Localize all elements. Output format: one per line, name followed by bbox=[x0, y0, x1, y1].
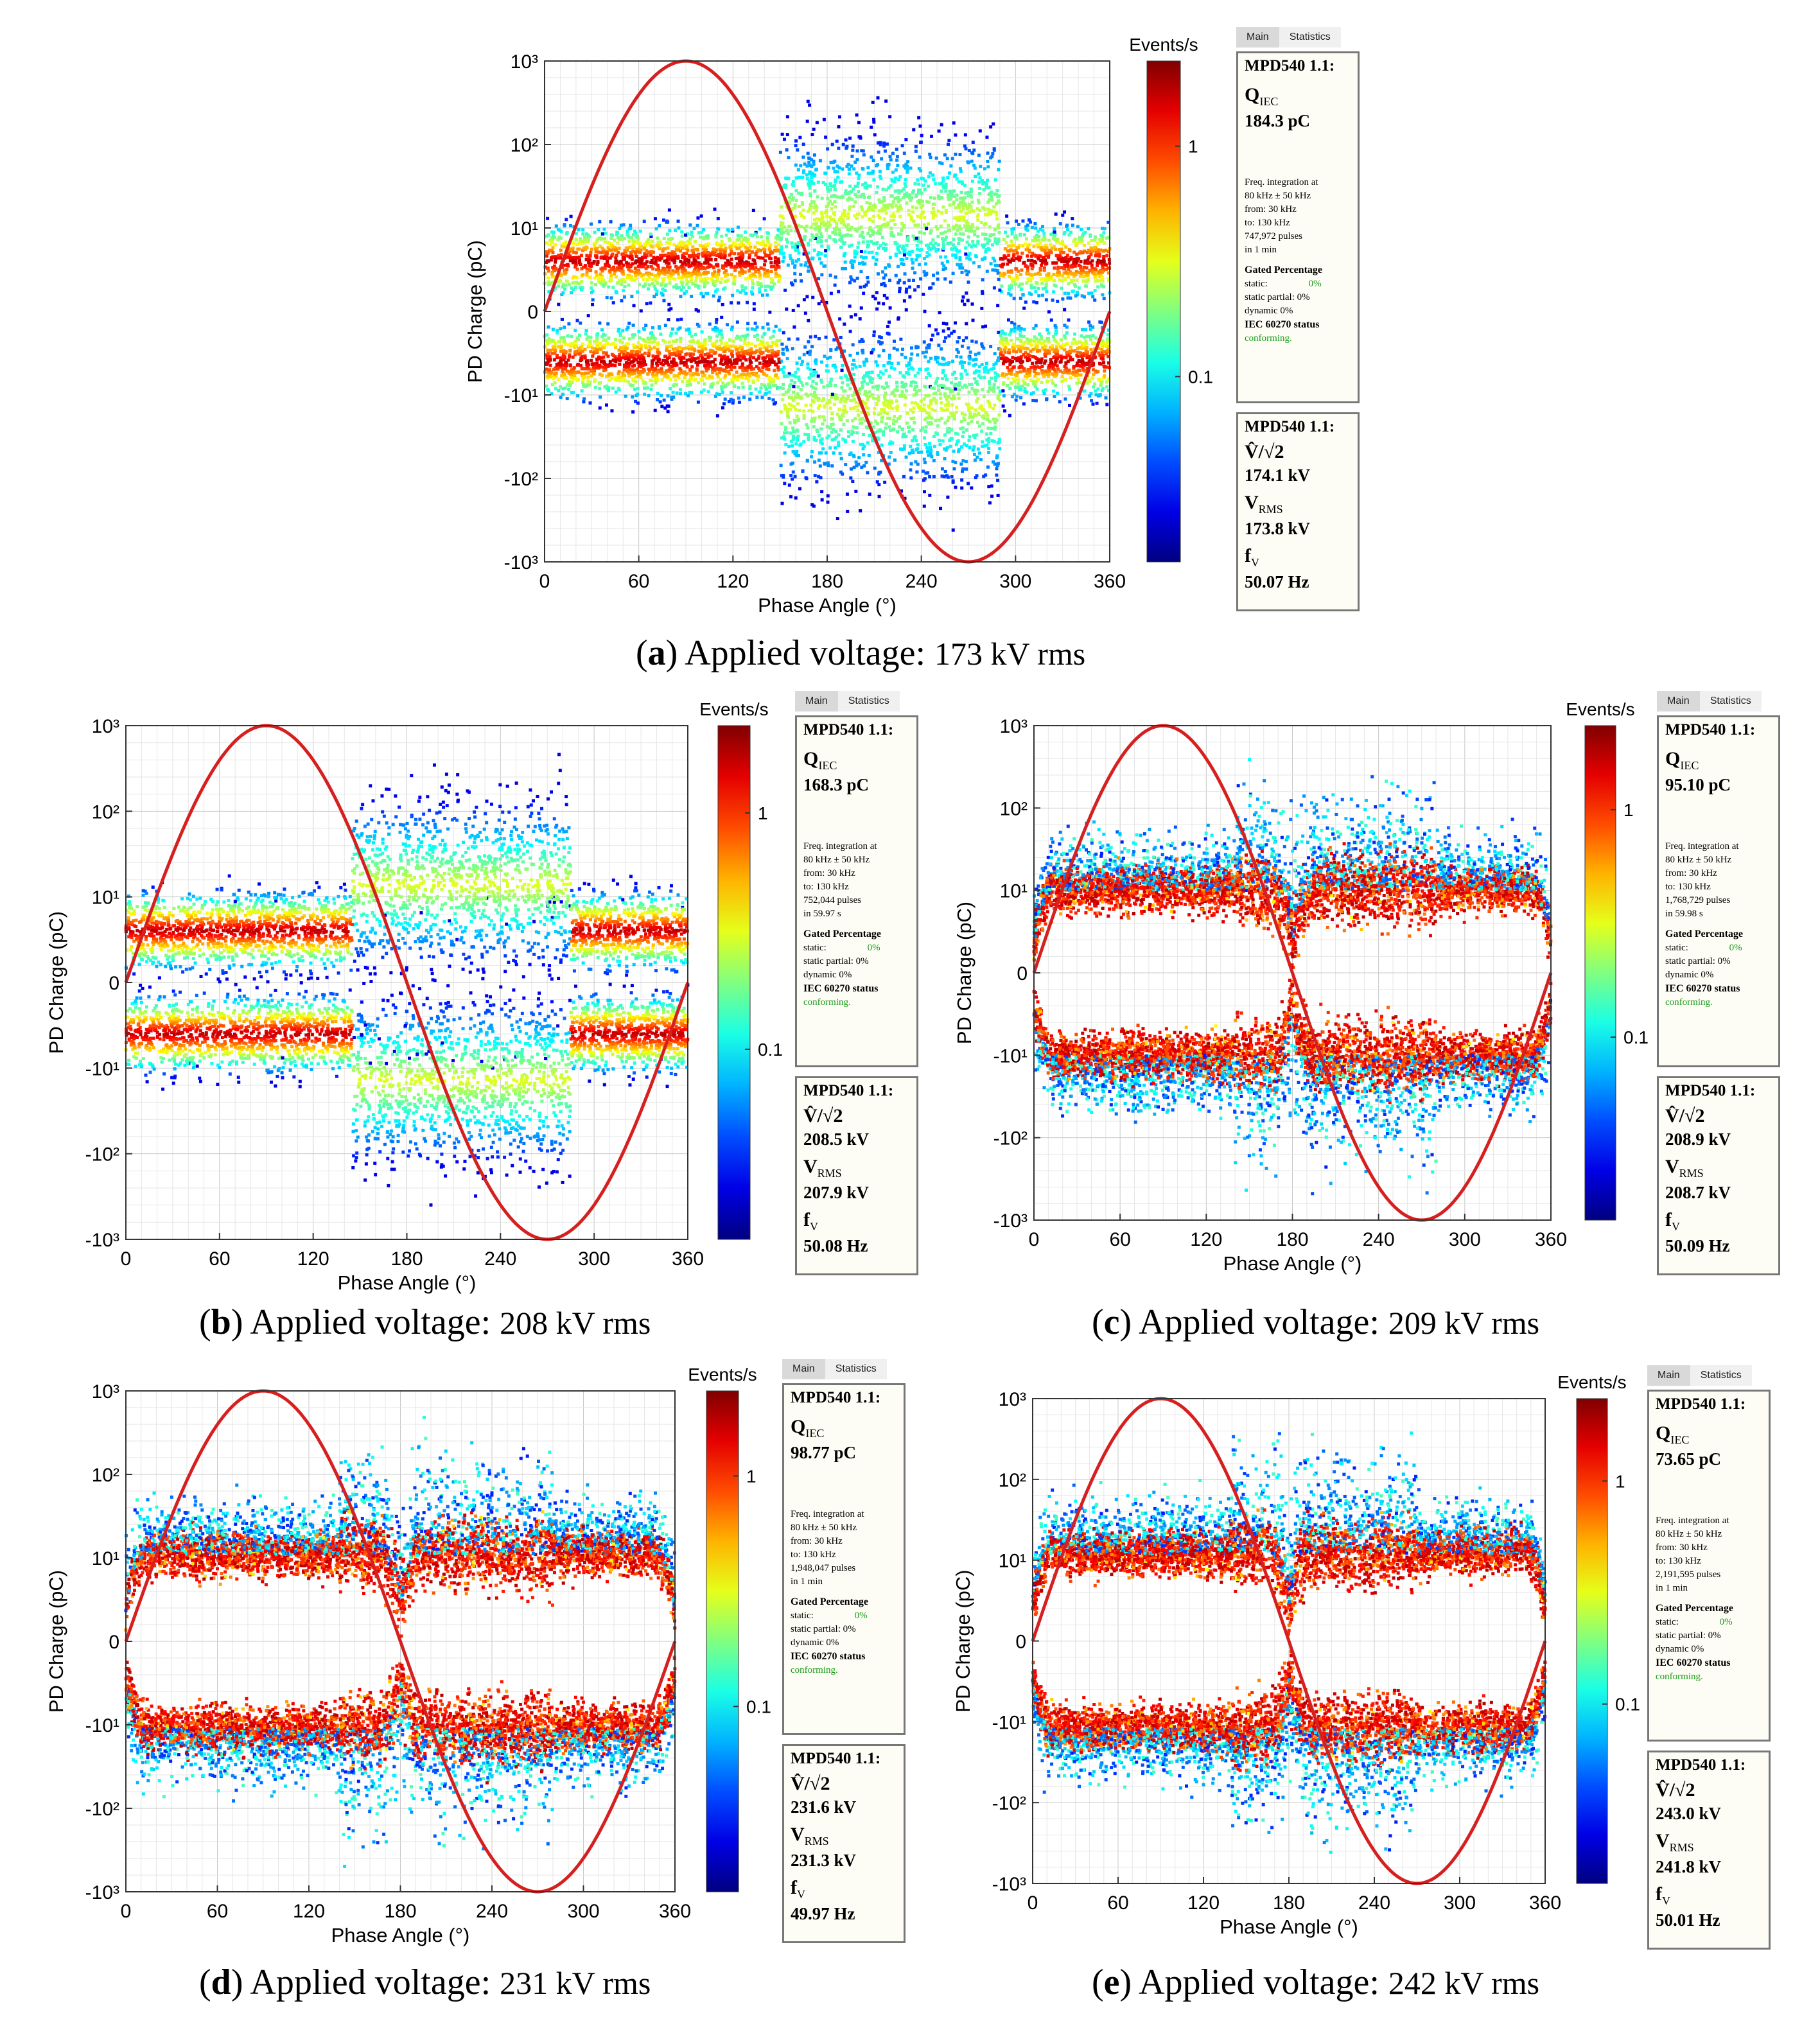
x-tick-label: 300 bbox=[999, 571, 1031, 592]
iec-status-title: IEC 60270 status bbox=[1656, 1656, 1762, 1670]
qiec-info-box: MPD540 1.1: QIEC 73.65 pC Freq. integration… bbox=[1647, 1390, 1771, 1742]
x-tick-label: 180 bbox=[811, 571, 843, 592]
static-line: static: 0% bbox=[1656, 1616, 1762, 1629]
dynamic-line: dynamic 0% bbox=[1656, 1643, 1762, 1656]
y-tick-label: 10³ bbox=[999, 1389, 1026, 1410]
vrms-label: VRMS bbox=[1656, 1830, 1762, 1855]
y-tick-label: 0 bbox=[1015, 1632, 1026, 1653]
y-tick-label: 10³ bbox=[511, 51, 538, 73]
x-tick-label: 60 bbox=[1107, 1892, 1128, 1914]
qiec-value: 73.65 pC bbox=[1656, 1449, 1762, 1469]
y-tick-label: -10³ bbox=[504, 552, 538, 573]
caption-e: (e) Applied voltage: 242 kV rms bbox=[1092, 1962, 1539, 2003]
x-axis-label: Phase Angle (°) bbox=[1220, 1916, 1358, 1938]
pulse-count: 2,191,595 pulses bbox=[1656, 1568, 1762, 1582]
x-tick-label: 180 bbox=[1273, 1892, 1305, 1914]
voltage-info-box: MPD540 1.1: V̂/√2 243.0 kV VRMS 241.8 kV fV 50… bbox=[1647, 1751, 1771, 1950]
fv-label: fV bbox=[1656, 1883, 1762, 1908]
y-tick-label: -10³ bbox=[992, 1874, 1026, 1895]
y-tick-label: -10² bbox=[504, 469, 538, 490]
x-tick-label: 300 bbox=[1444, 1892, 1476, 1914]
x-tick-label: 120 bbox=[717, 571, 749, 592]
x-tick-label: 360 bbox=[1529, 1892, 1561, 1914]
vhat-label: V̂/√2 bbox=[1656, 1779, 1762, 1801]
static-partial-line: static partial: 0% bbox=[1656, 1629, 1762, 1643]
freq-text: from: 30 kHz bbox=[1656, 1541, 1762, 1555]
x-tick-label: 0 bbox=[539, 571, 550, 592]
y-tick-label: -10¹ bbox=[504, 385, 538, 406]
x-tick-label: 240 bbox=[1358, 1892, 1390, 1914]
freq-text: 80 kHz ± 50 kHz bbox=[1656, 1528, 1762, 1541]
colorbar-tick-label: 0.1 bbox=[1615, 1695, 1640, 1715]
y-tick-label: 10² bbox=[511, 135, 538, 156]
y-tick-label: 0 bbox=[527, 302, 538, 323]
duration: in 1 min bbox=[1656, 1582, 1762, 1595]
x-axis-label: Phase Angle (°) bbox=[758, 594, 897, 616]
x-tick-label: 60 bbox=[628, 571, 649, 592]
x-tick-label: 0 bbox=[1028, 1892, 1038, 1914]
tab-main[interactable]: Main bbox=[1647, 1365, 1690, 1386]
freq-text: to: 130 kHz bbox=[1656, 1555, 1762, 1568]
tab-bar: Main Statistics bbox=[1647, 1365, 1752, 1386]
qiec-label: QIEC bbox=[1656, 1422, 1762, 1447]
x-tick-label: 120 bbox=[1187, 1892, 1220, 1914]
grid bbox=[545, 61, 1110, 562]
y-tick-label: 10¹ bbox=[511, 218, 538, 240]
y-axis-label: PD Charge (pC) bbox=[952, 1569, 974, 1712]
applied-voltage-sine bbox=[543, 59, 1112, 564]
device-label: MPD540 1.1: bbox=[1656, 1756, 1762, 1774]
tab-statistics[interactable]: Statistics bbox=[1690, 1365, 1752, 1386]
colorbar-title: Events/s bbox=[1557, 1372, 1626, 1392]
y-tick-label: 10² bbox=[999, 1470, 1026, 1491]
fv-value: 50.01 Hz bbox=[1656, 1910, 1762, 1930]
colorbar-tick-label: 1 bbox=[1615, 1471, 1625, 1491]
vrms-value: 241.8 kV bbox=[1656, 1857, 1762, 1877]
device-label: MPD540 1.1: bbox=[1656, 1395, 1762, 1413]
x-tick-label: 360 bbox=[1094, 571, 1126, 592]
vhat-value: 243.0 kV bbox=[1656, 1804, 1762, 1824]
colorbar bbox=[1576, 1398, 1608, 1884]
y-tick-label: -10¹ bbox=[992, 1712, 1026, 1733]
gated-title: Gated Percentage bbox=[1656, 1602, 1762, 1616]
iec-status-value: conforming. bbox=[1656, 1670, 1762, 1684]
x-tick-label: 240 bbox=[906, 571, 938, 592]
y-tick-label: 10¹ bbox=[999, 1551, 1026, 1572]
y-tick-label: -10² bbox=[992, 1793, 1026, 1814]
y-axis-label: PD Charge (pC) bbox=[464, 240, 486, 383]
freq-text: Freq. integration at bbox=[1656, 1514, 1762, 1528]
